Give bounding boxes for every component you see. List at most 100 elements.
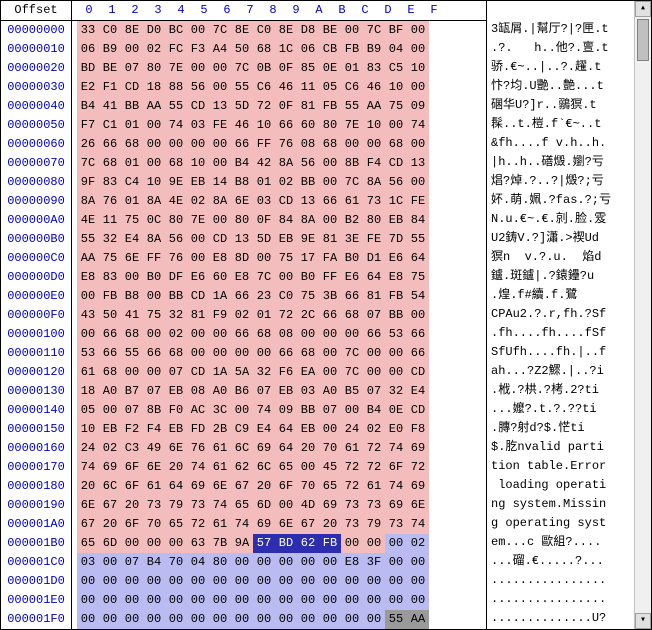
hex-byte[interactable]: AA — [363, 97, 385, 116]
hex-byte[interactable]: 55 — [231, 78, 253, 97]
hex-byte[interactable]: 76 — [187, 439, 209, 458]
hex-byte[interactable]: 75 — [407, 268, 429, 287]
hex-byte[interactable]: 53 — [77, 344, 99, 363]
hex-cells[interactable]: 33C08ED0BC007C8EC08ED8BE007CBF00 — [72, 21, 487, 40]
hex-byte[interactable]: 26 — [77, 135, 99, 154]
hex-byte[interactable]: 00 — [77, 610, 99, 629]
hex-byte[interactable]: BD — [275, 534, 297, 553]
hex-byte[interactable]: 66 — [99, 344, 121, 363]
hex-byte[interactable]: FC — [165, 40, 187, 59]
hex-byte[interactable]: 00 — [407, 591, 429, 610]
hex-byte[interactable]: 00 — [253, 553, 275, 572]
hex-byte[interactable]: 8A — [275, 154, 297, 173]
hex-byte[interactable]: 46 — [231, 116, 253, 135]
hex-cells[interactable]: 10EBF2F4EBFD2BC9E464EB002402E0F8 — [72, 420, 487, 439]
hex-byte[interactable]: FA — [319, 249, 341, 268]
hex-byte[interactable]: 66 — [143, 344, 165, 363]
hex-byte[interactable]: 00 — [209, 591, 231, 610]
hex-byte[interactable]: 6E — [407, 496, 429, 515]
hex-cells[interactable]: E88300B0DFE660E87C00B0FFE664E875 — [72, 268, 487, 287]
hex-byte[interactable]: 00 — [99, 610, 121, 629]
hex-byte[interactable]: 74 — [165, 116, 187, 135]
hex-byte[interactable]: 00 — [385, 363, 407, 382]
hex-byte[interactable]: 00 — [143, 325, 165, 344]
hex-byte[interactable]: 00 — [407, 306, 429, 325]
table-row[interactable]: 00000040B441BBAA55CD135D720F81FB55AA7509 — [1, 97, 486, 116]
hex-byte[interactable]: 08 — [297, 135, 319, 154]
hex-byte[interactable]: 00 — [231, 572, 253, 591]
hex-byte[interactable]: 13 — [407, 154, 429, 173]
hex-byte[interactable]: 6E — [165, 439, 187, 458]
hex-byte[interactable]: AA — [77, 249, 99, 268]
hex-byte[interactable]: 00 — [165, 135, 187, 154]
hex-byte[interactable]: F0 — [165, 401, 187, 420]
hex-byte[interactable]: 07 — [121, 59, 143, 78]
hex-byte[interactable]: 00 — [319, 553, 341, 572]
hex-byte[interactable]: 65 — [275, 458, 297, 477]
hex-byte[interactable]: 24 — [341, 420, 363, 439]
hex-byte[interactable]: 07 — [363, 382, 385, 401]
hex-byte[interactable]: 03 — [77, 553, 99, 572]
hex-byte[interactable]: 00 — [253, 344, 275, 363]
hex-byte[interactable]: CD — [407, 401, 429, 420]
hex-byte[interactable]: 0E — [319, 59, 341, 78]
hex-byte[interactable]: D0 — [143, 21, 165, 40]
hex-byte[interactable]: FE — [209, 116, 231, 135]
hex-byte[interactable]: 00 — [275, 572, 297, 591]
hex-byte[interactable]: 1A — [209, 363, 231, 382]
hex-byte[interactable]: 73 — [363, 192, 385, 211]
hex-byte[interactable]: 83 — [99, 173, 121, 192]
hex-byte[interactable]: 6E — [231, 192, 253, 211]
hex-byte[interactable]: 00 — [407, 40, 429, 59]
hex-byte[interactable]: 09 — [275, 401, 297, 420]
hex-byte[interactable]: 76 — [165, 249, 187, 268]
hex-byte[interactable]: 08 — [187, 382, 209, 401]
hex-byte[interactable]: EB — [275, 230, 297, 249]
hex-byte[interactable]: 53 — [385, 325, 407, 344]
hex-byte[interactable]: 74 — [231, 515, 253, 534]
hex-byte[interactable]: 01 — [341, 59, 363, 78]
hex-byte[interactable]: E8 — [77, 268, 99, 287]
hex-byte[interactable]: 55 — [407, 230, 429, 249]
hex-byte[interactable]: 02 — [407, 534, 429, 553]
hex-byte[interactable]: 00 — [275, 610, 297, 629]
hex-byte[interactable]: 00 — [77, 572, 99, 591]
hex-byte[interactable]: 00 — [143, 534, 165, 553]
hex-byte[interactable]: 01 — [253, 306, 275, 325]
hex-byte[interactable]: 70 — [297, 477, 319, 496]
hex-byte[interactable]: 00 — [187, 610, 209, 629]
hex-byte[interactable]: 24 — [77, 439, 99, 458]
hex-byte[interactable]: 00 — [77, 325, 99, 344]
table-row[interactable]: 000000809F83C4109EEB14B80102BB007C8A5600 — [1, 173, 486, 192]
hex-byte[interactable]: 84 — [407, 211, 429, 230]
hex-byte[interactable]: BB — [297, 173, 319, 192]
hex-byte[interactable]: B0 — [143, 268, 165, 287]
hex-cells[interactable]: B441BBAA55CD135D720F81FB55AA7509 — [72, 97, 487, 116]
hex-byte[interactable]: EB — [275, 382, 297, 401]
hex-cells[interactable]: 030007B47004800000000000E83F0000 — [72, 553, 487, 572]
hex-byte[interactable]: 68 — [99, 363, 121, 382]
hex-byte[interactable]: FF — [143, 249, 165, 268]
hex-byte[interactable]: 00 — [187, 59, 209, 78]
hex-byte[interactable]: CB — [319, 40, 341, 59]
hex-byte[interactable]: 14 — [209, 173, 231, 192]
hex-byte[interactable]: 20 — [297, 439, 319, 458]
hex-byte[interactable]: 13 — [231, 230, 253, 249]
hex-byte[interactable]: 65 — [231, 496, 253, 515]
hex-byte[interactable]: E6 — [385, 249, 407, 268]
hex-byte[interactable]: 00 — [319, 572, 341, 591]
hex-byte[interactable]: 67 — [99, 496, 121, 515]
hex-byte[interactable]: 00 — [319, 344, 341, 363]
hex-byte[interactable]: 9E — [297, 230, 319, 249]
hex-byte[interactable]: 76 — [275, 135, 297, 154]
hex-byte[interactable]: 68 — [121, 135, 143, 154]
hex-byte[interactable]: 69 — [385, 496, 407, 515]
hex-byte[interactable]: 00 — [385, 572, 407, 591]
hex-byte[interactable]: 00 — [341, 610, 363, 629]
hex-byte[interactable]: 88 — [165, 78, 187, 97]
hex-byte[interactable]: 6E — [77, 496, 99, 515]
scrollbar[interactable]: ▴ ▾ — [634, 1, 651, 629]
hex-byte[interactable]: 68 — [341, 306, 363, 325]
hex-byte[interactable]: 74 — [385, 477, 407, 496]
hex-byte[interactable]: 00 — [187, 230, 209, 249]
